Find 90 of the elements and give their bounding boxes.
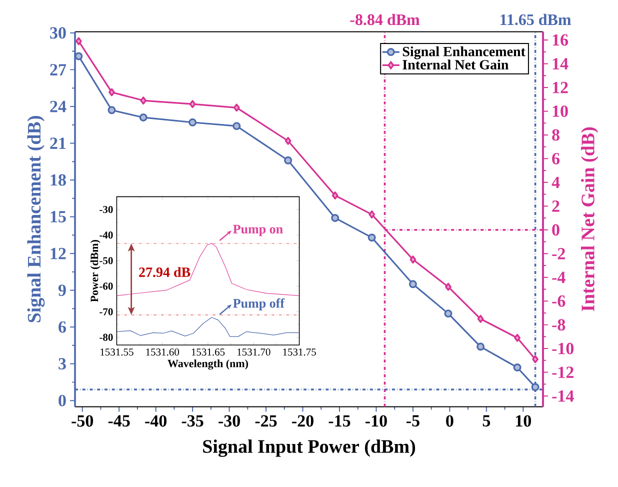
y-tick-label: -50 [100, 257, 113, 264]
y2-tick-label: 16 [552, 34, 568, 46]
point [445, 282, 452, 291]
y2-tick-label: 10 [552, 105, 568, 117]
point [188, 118, 197, 126]
point [410, 256, 416, 264]
y-tick-label: 30 [50, 27, 66, 39]
y-tick-label: -60 [100, 282, 113, 290]
point [75, 37, 82, 46]
y-tick-label: 27 [50, 64, 66, 76]
point [332, 191, 338, 200]
y2-tick-label: -2 [552, 248, 565, 260]
x-tick-label: 5 [482, 415, 490, 427]
point [513, 363, 522, 372]
y2-tick-label: 8 [552, 129, 560, 141]
y2-tick-label: 12 [552, 82, 568, 94]
annotation: 27.94 dB [139, 267, 190, 278]
point [532, 355, 538, 364]
y2-tick-label: 0 [552, 224, 560, 236]
x-tick-label: 1531.55 [100, 348, 134, 356]
point [233, 104, 240, 112]
legend-label: Signal Enhancement [402, 46, 526, 60]
x-tick-label: 1531.70 [238, 348, 270, 356]
x-tick-label: -25 [255, 415, 277, 427]
x-axis-title: Signal Input Power (dBm) [203, 440, 416, 457]
y-tick-label: 21 [50, 138, 66, 149]
x-tick-label: -45 [108, 415, 130, 427]
y2-tick-label: -14 [552, 390, 574, 402]
y2-tick-label: -8 [552, 319, 566, 331]
legend-label: Internal Net Gain [402, 60, 509, 70]
y2-tick-label: 6 [552, 152, 560, 164]
legend-label: Pump on [233, 224, 283, 236]
point [284, 156, 292, 164]
y-tick-label: 12 [50, 248, 66, 260]
line-series [116, 317, 300, 337]
x-tick-label: -30 [218, 415, 240, 427]
y2-tick-label: -4 [552, 272, 566, 283]
legend-label: Pump off [233, 298, 285, 310]
point [232, 122, 241, 130]
y-axis-title: Power (dBm) [90, 240, 100, 302]
x-tick-label: 10 [516, 415, 532, 427]
line-series [116, 243, 300, 296]
point [189, 100, 196, 108]
point [444, 310, 452, 318]
x-tick-label: -40 [145, 415, 167, 427]
y2-tick-label: -6 [552, 295, 566, 307]
point [139, 113, 148, 122]
point [476, 342, 485, 351]
y-tick-label: 3 [58, 358, 66, 370]
point [108, 106, 116, 114]
y-tick-label: -40 [100, 232, 113, 239]
point [74, 52, 83, 60]
point [331, 214, 340, 222]
y-tick-label: -70 [100, 308, 113, 316]
x-tick-label: -5 [406, 415, 420, 427]
point [284, 136, 292, 145]
x-tick-label: 1531.60 [146, 348, 180, 356]
y-tick-label: 0 [58, 394, 66, 406]
y2-tick-label: 2 [552, 200, 560, 212]
x-tick-label: 0 [446, 415, 454, 427]
point [408, 280, 417, 288]
y2-tick-label: -12 [552, 366, 574, 378]
x-tick-label: -35 [182, 415, 204, 427]
y-tick-label: -30 [100, 206, 113, 214]
ref-line-label: 11.65 dBm [500, 14, 572, 26]
ref-line-label: -8.84 dBm [350, 14, 420, 26]
point [368, 210, 376, 218]
y-tick-label: -80 [100, 334, 113, 341]
x-tick-label: -15 [328, 415, 350, 427]
x-tick-label: 1531.65 [192, 348, 225, 356]
point [514, 334, 520, 342]
y-tick-label: 18 [50, 174, 66, 186]
point [368, 234, 376, 242]
y-tick-label: 6 [58, 321, 66, 333]
y-axis-title: Signal Enhancement (dB) [27, 116, 45, 322]
y-tick-label: 9 [58, 284, 66, 296]
point [477, 314, 484, 323]
x-tick-label: -10 [366, 415, 387, 427]
y2-tick-label: 14 [552, 58, 568, 70]
point [108, 88, 115, 96]
y2-axis-title: Internal Net Gain (dB) [581, 127, 598, 312]
y-tick-label: 15 [50, 211, 66, 222]
x-tick-label: -50 [72, 415, 94, 427]
point [531, 383, 540, 392]
y-tick-label: 24 [50, 100, 66, 112]
point [140, 96, 147, 105]
x-tick-label: 1531.75 [283, 348, 316, 356]
x-axis-title: Wavelength (nm) [168, 359, 248, 370]
x-tick-label: -20 [292, 415, 314, 427]
y2-tick-label: 4 [552, 176, 560, 188]
